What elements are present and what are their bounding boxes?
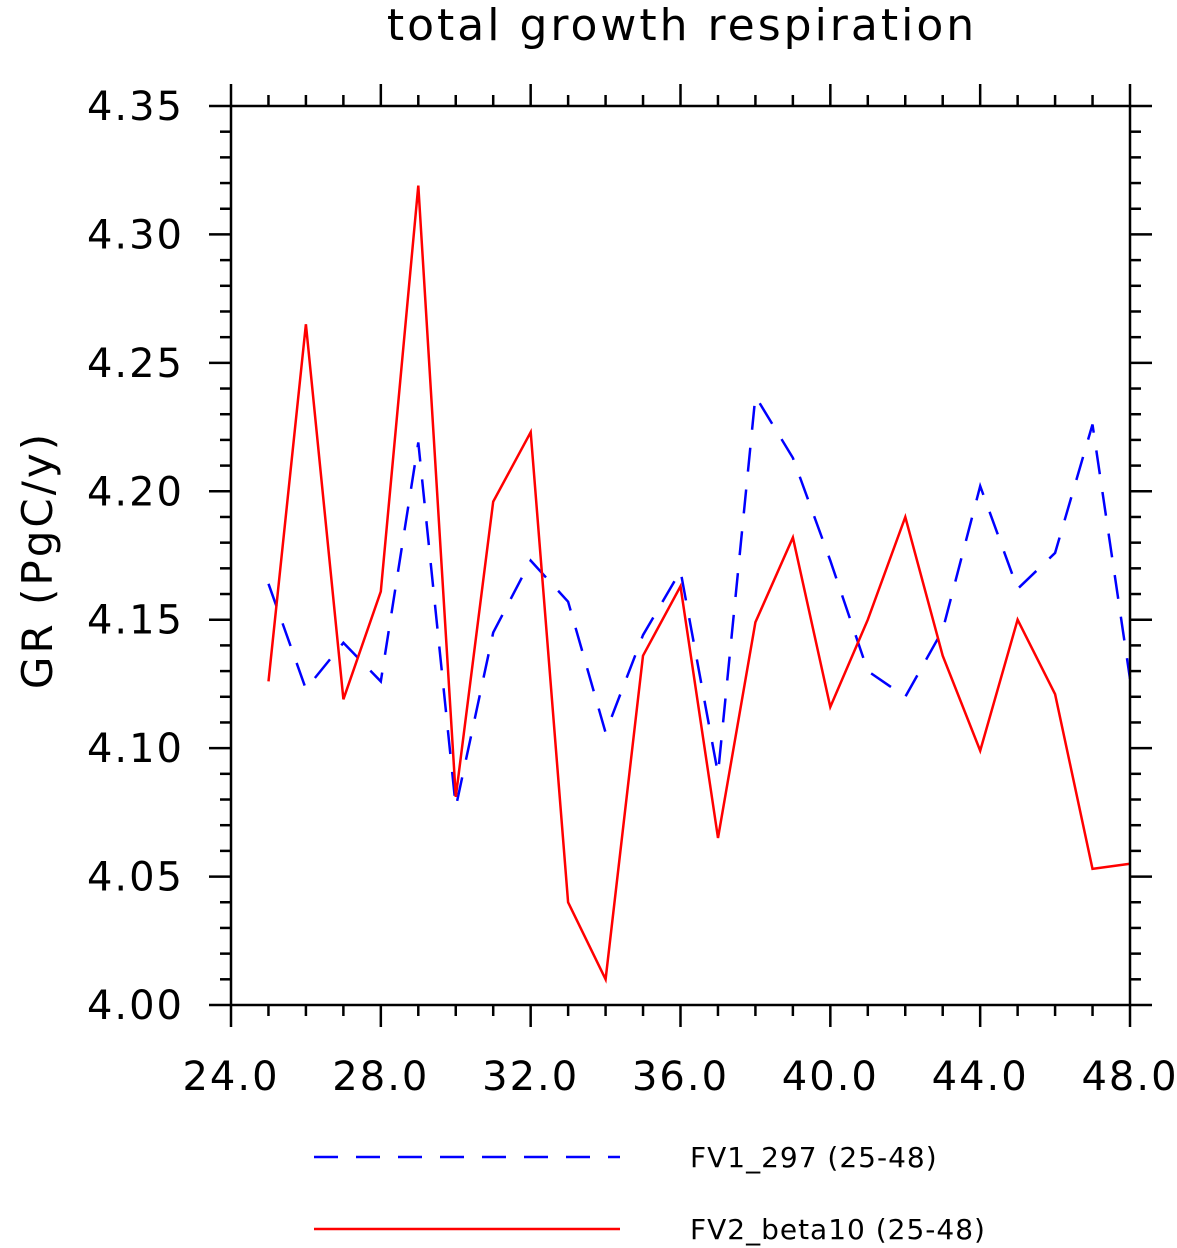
y-tick-label: 4.35 bbox=[87, 84, 184, 130]
x-tick-label: 32.0 bbox=[482, 1054, 579, 1100]
plot-frame bbox=[229, 104, 1132, 1007]
legend: FV1_297 (25-48) FV2_beta10 (25-48) bbox=[314, 1141, 986, 1246]
y-tick-label: 4.10 bbox=[87, 726, 184, 772]
x-tick-label: 48.0 bbox=[1081, 1054, 1177, 1100]
series-layer bbox=[267, 185, 1132, 984]
y-tick-label: 4.20 bbox=[87, 469, 184, 515]
y-tick-label: 4.30 bbox=[87, 212, 184, 258]
y-tick-label: 4.00 bbox=[87, 983, 184, 1029]
x-tick-label: 44.0 bbox=[932, 1054, 1029, 1100]
legend-label-1: FV1_297 (25-48) bbox=[690, 1141, 938, 1174]
x-tick-label: 36.0 bbox=[632, 1054, 729, 1100]
y-axis-ticks: 4.00 4.05 4.10 4.15 4.20 4.25 4.30 4.35 bbox=[87, 84, 1152, 1029]
series-line-2 bbox=[267, 185, 1131, 984]
series-line-1 bbox=[267, 392, 1132, 808]
x-tick-label: 40.0 bbox=[782, 1054, 879, 1100]
x-tick-label: 28.0 bbox=[332, 1054, 429, 1100]
y-tick-label: 4.15 bbox=[87, 598, 184, 644]
y-tick-label: 4.05 bbox=[87, 855, 184, 901]
legend-label-2: FV2_beta10 (25-48) bbox=[690, 1213, 986, 1246]
y-axis-label: GR (PgC/y) bbox=[13, 431, 62, 689]
x-tick-label: 24.0 bbox=[182, 1054, 279, 1100]
y-tick-label: 4.25 bbox=[87, 341, 184, 387]
x-axis-ticks: 24.0 28.0 32.0 36.0 40.0 44.0 48.0 bbox=[182, 84, 1177, 1100]
chart-title: total growth respiration bbox=[387, 0, 977, 51]
